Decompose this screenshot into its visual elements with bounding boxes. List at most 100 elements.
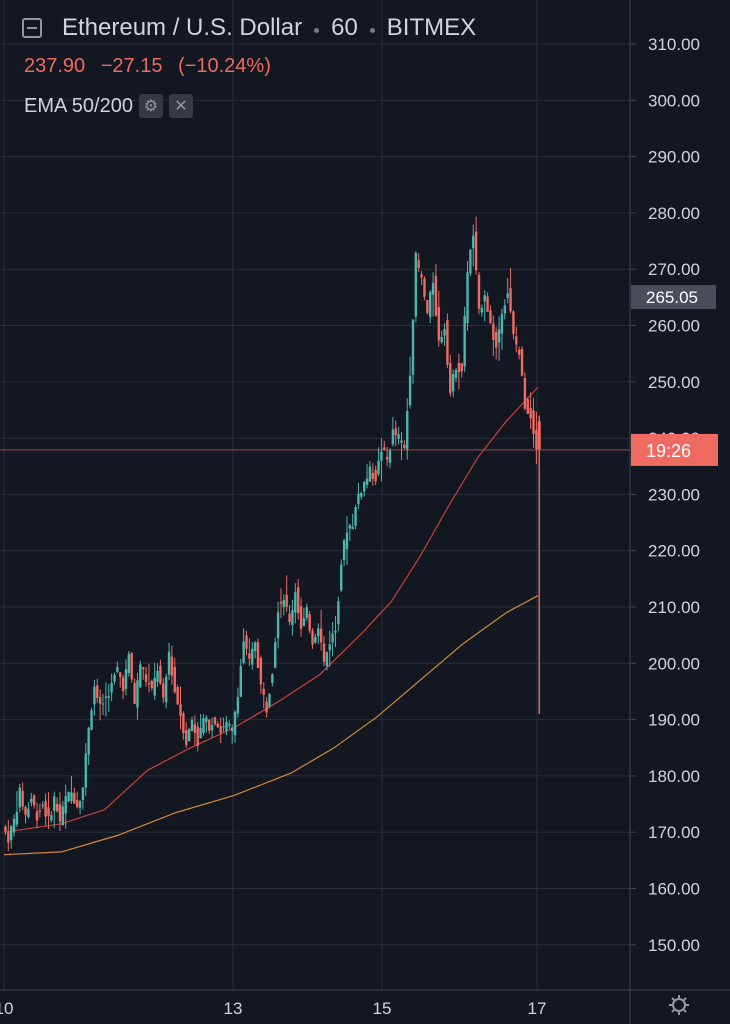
candle-body (515, 336, 518, 345)
candle-body (199, 728, 202, 739)
candle-body (75, 800, 79, 808)
candle-body (345, 532, 349, 550)
candle-body (380, 451, 383, 461)
price-change-percent: (−10.24%) (178, 55, 271, 77)
candle-body (44, 801, 47, 817)
candle-body (107, 696, 110, 698)
gear-icon[interactable]: ⚙ (138, 94, 163, 118)
candle-body (354, 507, 357, 526)
price-tick-label: 230.00 (648, 485, 700, 504)
candle-body (368, 466, 372, 482)
time-axis[interactable]: 10 13 15 17 (0, 999, 546, 1018)
price-tick-label: 270.00 (648, 260, 700, 279)
candle-body (173, 666, 176, 693)
candle-body (242, 641, 245, 663)
ema200-line (3, 595, 539, 856)
candle-body (259, 657, 263, 685)
candle-body (434, 275, 438, 316)
candle-body (7, 832, 10, 843)
price-tick-label: 280.00 (648, 204, 700, 223)
price-axis[interactable]: 310.00 300.00 290.00 280.00 270.00 260.00 250.… (630, 35, 718, 955)
candle-body (167, 651, 171, 675)
candle-body (520, 349, 524, 376)
candle-body (299, 606, 303, 629)
candle-body (182, 713, 185, 734)
candle-body (12, 819, 16, 833)
candle-body (18, 787, 21, 808)
candle-body (78, 801, 82, 808)
price-tick-label: 160.00 (648, 880, 700, 899)
candle-body (417, 260, 420, 268)
candle-body (492, 323, 495, 341)
candle-body (253, 642, 257, 652)
candle-body (400, 440, 403, 443)
candle-body (397, 434, 400, 439)
candle-body (127, 653, 131, 673)
candle-body (408, 375, 412, 406)
candle-body (423, 278, 426, 297)
candle-body (124, 669, 128, 689)
price-tick-label: 180.00 (648, 767, 700, 786)
candle-body (305, 607, 308, 618)
candle-body (296, 587, 300, 614)
candle-body (205, 717, 208, 722)
candle-body (139, 664, 142, 688)
candle-body (55, 803, 59, 812)
candle-body (248, 653, 251, 659)
chart-settings-button[interactable] (669, 995, 689, 1015)
candle-body (162, 683, 165, 698)
settings-gear-icon (672, 998, 686, 1012)
candle-body (486, 296, 489, 312)
exchange-label: BITMEX (386, 14, 477, 41)
candle-body (437, 307, 441, 341)
close-icon[interactable]: ✕ (168, 94, 193, 118)
price-tick-label: 290.00 (648, 148, 700, 167)
current-price-box (631, 433, 718, 466)
candle-body (469, 249, 472, 274)
candle-body (443, 328, 446, 336)
candle-body (219, 726, 222, 733)
candle-body (225, 722, 228, 731)
candle-body (104, 696, 108, 699)
candle-body (87, 727, 90, 755)
candle-body (210, 725, 214, 731)
candle-body (463, 316, 466, 367)
candle-body (38, 810, 42, 812)
candle-body (294, 592, 297, 613)
candle-body (406, 410, 409, 450)
candle-body (268, 694, 271, 707)
candle-body (176, 687, 179, 705)
highlight-price-box (631, 285, 716, 310)
last-price: 237.90 (24, 55, 86, 77)
candle-body (141, 667, 145, 670)
candle-body (84, 753, 87, 788)
gear-tooth (683, 997, 687, 1001)
candle-body (32, 795, 36, 806)
candle-body (477, 274, 481, 309)
candlestick-series (4, 216, 541, 851)
candle-body (274, 642, 277, 668)
candle-body (472, 235, 475, 249)
candle-body (96, 685, 99, 698)
candle-body (314, 636, 317, 643)
collapse-icon[interactable] (22, 18, 42, 38)
candle-body (196, 726, 199, 746)
price-tick-label: 310.00 (648, 35, 700, 54)
candle-body (529, 407, 532, 419)
candle-body (156, 670, 159, 682)
separator-dot (314, 27, 320, 33)
candle-body (517, 349, 521, 355)
candle-body (262, 688, 265, 695)
candle-body (67, 791, 70, 802)
candle-body (342, 540, 346, 561)
candle-body (110, 682, 113, 693)
candle-body (337, 601, 340, 625)
candle-body (15, 811, 19, 825)
candle-body (147, 683, 151, 685)
candle-body (383, 447, 386, 451)
candle-body (526, 399, 529, 414)
candle-body (411, 319, 415, 375)
candle-body (116, 667, 119, 672)
